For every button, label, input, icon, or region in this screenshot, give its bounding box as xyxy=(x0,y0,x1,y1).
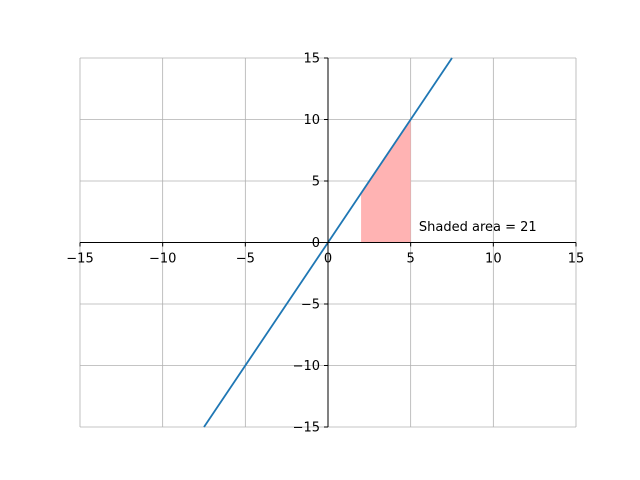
shaded-area-annotation: Shaded area = 21 xyxy=(419,220,537,235)
y-tick-label: −5 xyxy=(301,298,320,313)
tick-labels: −15 −10 −5 0 5 10 15 −15 −10 −5 0 5 10 15 xyxy=(66,52,584,436)
shaded-area-layer xyxy=(361,119,411,243)
y-tick-label: 0 xyxy=(312,236,320,251)
y-tick-label: 5 xyxy=(312,175,320,190)
x-tick-label: −15 xyxy=(66,252,93,267)
annotation-layer: Shaded area = 21 xyxy=(419,220,537,235)
x-tick-label: −5 xyxy=(236,252,255,267)
y-tick-label: 10 xyxy=(303,113,320,128)
axes xyxy=(79,57,577,428)
x-tick-label: 0 xyxy=(324,252,332,267)
x-tick-label: 15 xyxy=(568,252,585,267)
x-tick-label: 5 xyxy=(407,252,415,267)
x-tick-label: −10 xyxy=(149,252,176,267)
y-tick-label: −15 xyxy=(293,421,320,436)
y-tick-label: −10 xyxy=(293,359,320,374)
shaded-area xyxy=(361,119,411,243)
y-tick-label: 15 xyxy=(303,52,320,67)
x-tick-label: 10 xyxy=(485,252,502,267)
